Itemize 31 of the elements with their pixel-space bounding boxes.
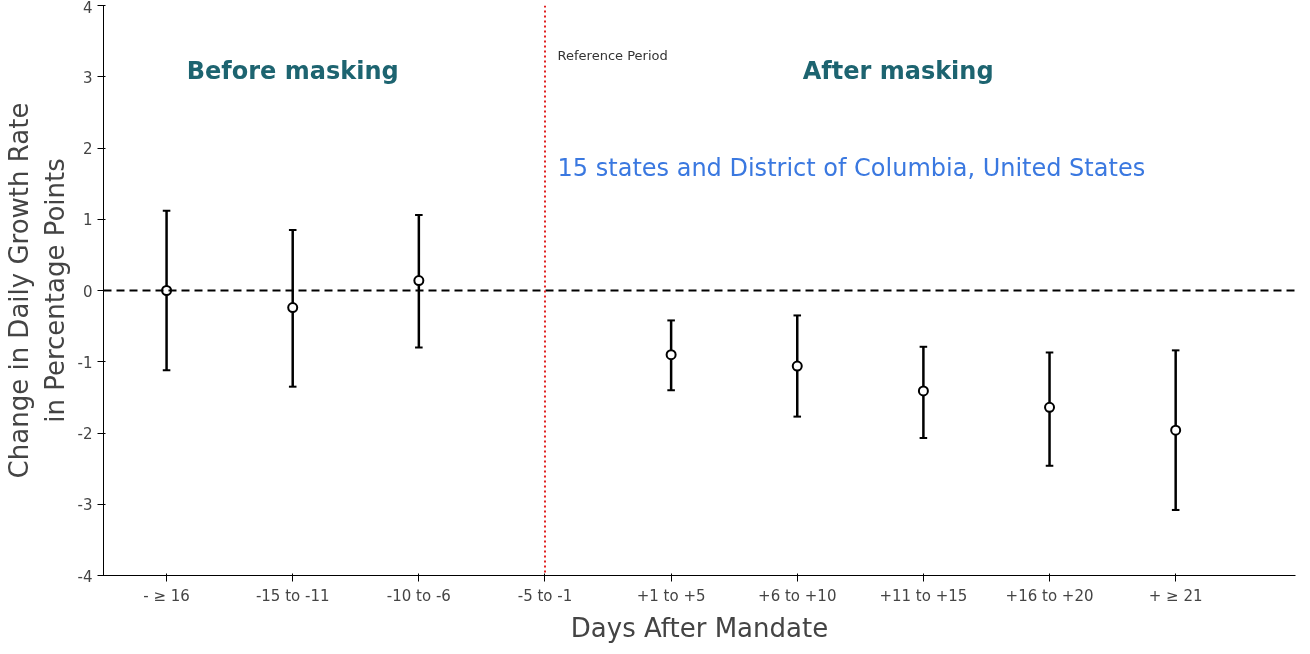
- point: [1170, 424, 1182, 436]
- point: [791, 360, 803, 372]
- point: [287, 302, 299, 314]
- y-axis-title: Change in Daily Growth Rate in Percentage Points: [3, 102, 70, 479]
- y-tick-label: 3: [82, 68, 93, 87]
- point: [413, 275, 425, 287]
- ref-line-label: Reference Period: [557, 47, 668, 63]
- y-tick-label: 2: [82, 140, 93, 158]
- x-tick-label: +11 to +15: [879, 586, 968, 605]
- point: [917, 385, 929, 397]
- y-tick-label: 1: [82, 211, 93, 230]
- point: [665, 349, 677, 361]
- x-axis-title: Days After Mandate: [570, 612, 829, 643]
- y-tick-label: -1: [77, 353, 93, 372]
- text: 15 states and District of Columbia, United States: [557, 154, 1146, 183]
- x-tick-label: +16 to +20: [1005, 586, 1094, 605]
- x-tick-label: -10 to -6: [386, 586, 451, 605]
- x-tick-label: + ≥ 21: [1148, 586, 1203, 605]
- y-tick-label: -4: [77, 567, 93, 586]
- y-tick-label: 0: [82, 282, 93, 301]
- y-tick-label: 4: [82, 0, 93, 17]
- point: [1044, 401, 1056, 413]
- x-tick-label: +1 to +5: [636, 586, 706, 605]
- annotation: After masking: [802, 57, 994, 86]
- y-tick-label: -3: [77, 496, 93, 515]
- x-tick-label: -5 to -1: [517, 586, 573, 605]
- x-tick-label: -15 to -11: [255, 586, 330, 605]
- x-tick-label: - ≥ 16: [143, 586, 190, 605]
- x-tick-label: +6 to +10: [758, 586, 837, 605]
- y-tick-label: -2: [77, 425, 93, 443]
- annotation: Before masking: [186, 57, 399, 86]
